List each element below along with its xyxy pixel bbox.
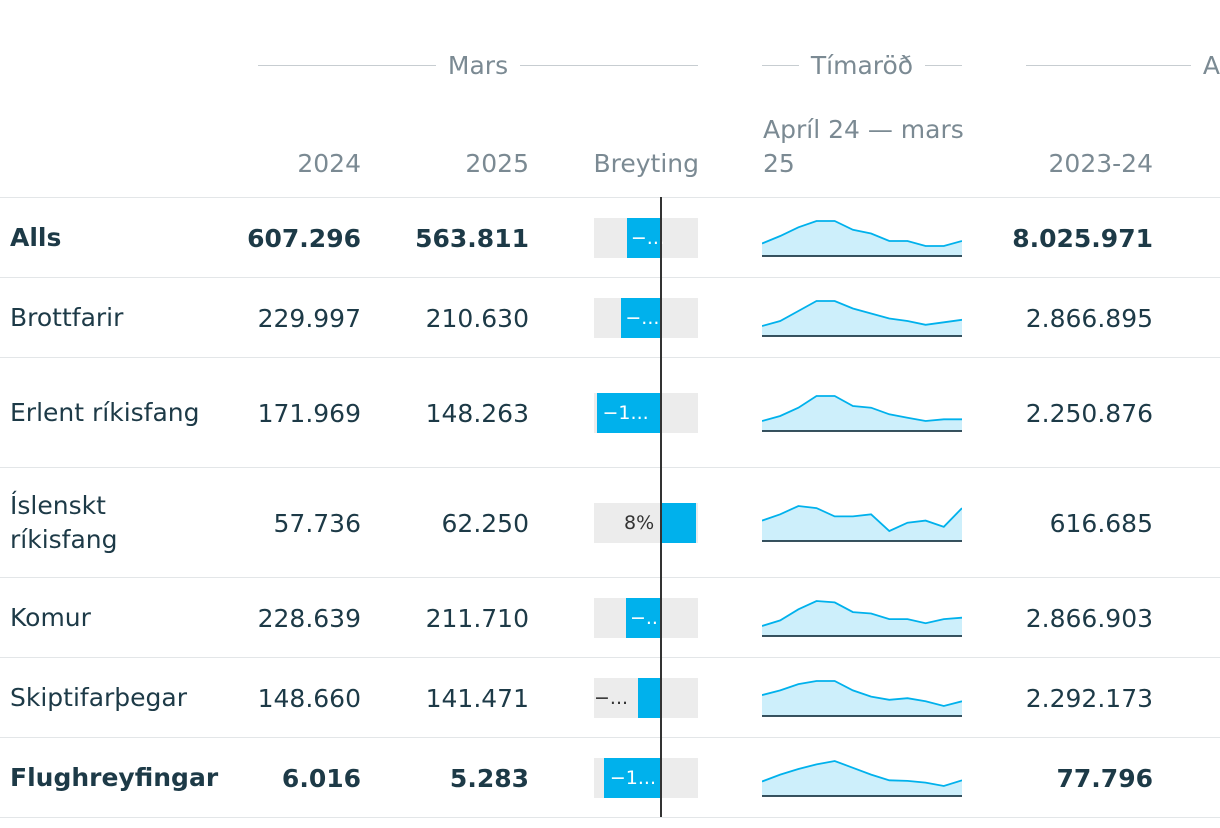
row-label: Komur bbox=[10, 603, 91, 632]
value-2024: 6.016 bbox=[281, 763, 361, 793]
change-label: −... bbox=[629, 607, 664, 629]
change-label: −1... bbox=[602, 402, 649, 424]
change-bar-track: −1... bbox=[594, 758, 698, 798]
value-2024: 228.639 bbox=[257, 603, 361, 633]
column-header-series-line2: 25 bbox=[763, 149, 795, 178]
sparkline-area bbox=[762, 761, 962, 796]
sparkline bbox=[762, 220, 962, 257]
value-2024: 607.296 bbox=[247, 223, 361, 253]
value-2025: 563.811 bbox=[415, 223, 529, 253]
table-row: Skiptifarþegar 148.660 141.471 2.292.173 −..… bbox=[0, 657, 1220, 738]
sparkline-area bbox=[762, 221, 962, 256]
value-2024: 57.736 bbox=[273, 508, 361, 538]
change-bar bbox=[596, 393, 660, 433]
change-bar bbox=[660, 503, 696, 543]
value-2023-24: 2.292.173 bbox=[1025, 683, 1153, 713]
change-label: −... bbox=[594, 687, 629, 709]
sparkline-area bbox=[762, 601, 962, 636]
group-rule bbox=[1026, 64, 1191, 66]
change-bar bbox=[625, 598, 660, 638]
sparkline-line bbox=[762, 600, 962, 627]
change-bar-track: −... bbox=[594, 218, 698, 258]
sparkline bbox=[762, 600, 962, 637]
group-rule bbox=[520, 64, 699, 66]
value-2025: 210.630 bbox=[425, 303, 529, 333]
column-header-series-line1: Apríl 24 — mars bbox=[763, 115, 964, 144]
group-rule bbox=[925, 64, 962, 66]
sparkline-line bbox=[762, 680, 962, 707]
column-header-2023-24: 2023-24 bbox=[1048, 149, 1153, 178]
column-header-2024: 2024 bbox=[297, 149, 361, 178]
column-header-2025: 2025 bbox=[465, 149, 529, 178]
value-2024: 148.660 bbox=[257, 683, 361, 713]
table-row: Komur 228.639 211.710 2.866.903 −... bbox=[0, 577, 1220, 658]
group-header-mars: Mars bbox=[258, 48, 699, 82]
value-2025: 211.710 bbox=[425, 603, 529, 633]
value-2023-24: 8.025.971 bbox=[1012, 223, 1153, 253]
row-label: Erlent ríkisfang bbox=[10, 398, 200, 427]
sparkline-line bbox=[762, 300, 962, 327]
value-2025: 148.263 bbox=[425, 398, 529, 428]
row-label: Skiptifarþegar bbox=[10, 683, 188, 712]
value-2025: 62.250 bbox=[441, 508, 529, 538]
value-2023-24: 2.866.903 bbox=[1025, 603, 1153, 633]
sparkline-line bbox=[762, 505, 962, 533]
change-bar-track: −... bbox=[594, 298, 698, 338]
column-header-change: Breyting bbox=[593, 149, 699, 178]
change-label: −1... bbox=[609, 767, 657, 789]
change-bar-track: −... bbox=[594, 678, 698, 718]
group-label-timarod: Tímaröð bbox=[810, 50, 914, 80]
table-bottom-border bbox=[0, 817, 1220, 819]
sparkline bbox=[762, 680, 962, 717]
row-label: Alls bbox=[10, 223, 62, 252]
sparkline bbox=[762, 395, 962, 432]
change-label: 8% bbox=[624, 512, 655, 534]
sparkline bbox=[762, 760, 962, 797]
value-2023-24: 2.250.876 bbox=[1025, 398, 1153, 428]
table-row: Alls 607.296 563.811 8.025.971 −... bbox=[0, 197, 1220, 278]
sparkline-line bbox=[762, 760, 962, 787]
table-row: Flughreyfingar 6.016 5.283 77.796 −1... bbox=[0, 737, 1220, 818]
change-label: −... bbox=[630, 227, 665, 249]
group-header-third: A bbox=[1026, 48, 1220, 82]
change-bar bbox=[626, 218, 660, 258]
value-2023-24: 616.685 bbox=[1049, 508, 1153, 538]
row-label: Flughreyfingar bbox=[10, 763, 219, 792]
group-rule bbox=[762, 64, 799, 66]
sparkline-area bbox=[762, 396, 962, 431]
change-bar bbox=[637, 678, 660, 718]
sparkline bbox=[762, 300, 962, 337]
table-row: Brottfarir 229.997 210.630 2.866.895 −... bbox=[0, 277, 1220, 358]
value-2024: 229.997 bbox=[257, 303, 361, 333]
change-bar-track: −... bbox=[594, 598, 698, 638]
value-2025: 141.471 bbox=[425, 683, 529, 713]
sparkline-line bbox=[762, 395, 962, 422]
group-label-mars: Mars bbox=[447, 50, 509, 80]
change-bar-track: 8% bbox=[594, 503, 698, 543]
change-bar-track: −1... bbox=[594, 393, 698, 433]
value-2023-24: 2.866.895 bbox=[1025, 303, 1153, 333]
change-bar bbox=[603, 758, 660, 798]
sparkline-area bbox=[762, 301, 962, 336]
column-header-series: Apríl 24 — mars 25 bbox=[763, 113, 983, 181]
sparkline-line bbox=[762, 220, 962, 247]
table-row: Íslenskt ríkisfang 57.736 62.250 616.685 8% bbox=[0, 467, 1220, 578]
group-label-third: A bbox=[1202, 50, 1220, 80]
change-bar bbox=[621, 298, 660, 338]
change-label: −... bbox=[625, 307, 660, 329]
zero-axis-line bbox=[660, 197, 662, 817]
row-label: Íslenskt ríkisfang bbox=[10, 491, 118, 554]
group-rule bbox=[258, 64, 436, 66]
table-row: Erlent ríkisfang 171.969 148.263 2.250.876 −… bbox=[0, 357, 1220, 468]
sparkline bbox=[762, 505, 962, 542]
value-2025: 5.283 bbox=[449, 763, 529, 793]
sparkline-area bbox=[762, 506, 962, 541]
group-header-timarod: Tímaröð bbox=[762, 48, 962, 82]
value-2024: 171.969 bbox=[257, 398, 361, 428]
value-2023-24: 77.796 bbox=[1056, 763, 1153, 793]
sparkline-area bbox=[762, 681, 962, 716]
row-label: Brottfarir bbox=[10, 303, 124, 332]
